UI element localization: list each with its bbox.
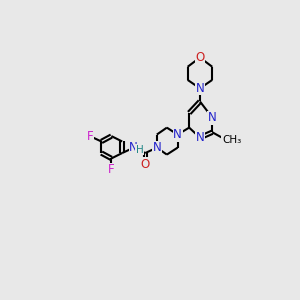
- Text: N: N: [196, 82, 204, 95]
- Text: F: F: [86, 130, 93, 142]
- Text: N: N: [129, 141, 138, 154]
- Text: N: N: [152, 141, 161, 154]
- Text: N: N: [208, 111, 217, 124]
- Text: CH₃: CH₃: [222, 135, 241, 145]
- Text: N: N: [173, 128, 182, 141]
- Text: H: H: [136, 145, 144, 155]
- Text: O: O: [141, 158, 150, 171]
- Text: O: O: [195, 51, 205, 64]
- Text: N: N: [196, 131, 204, 144]
- Text: F: F: [108, 164, 115, 176]
